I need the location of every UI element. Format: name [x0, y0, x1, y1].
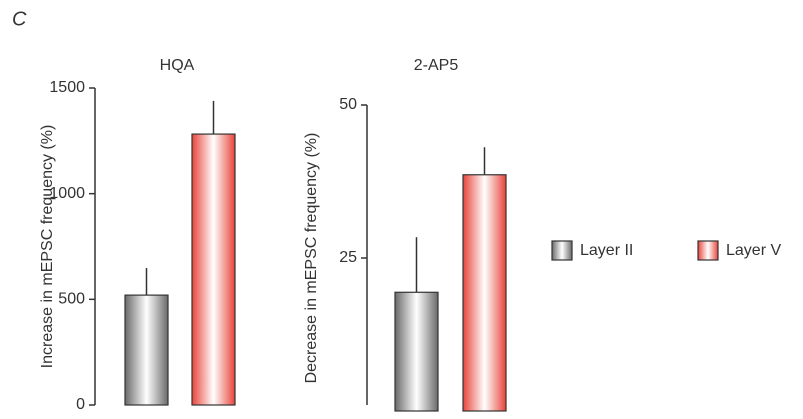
- chart-title: 2-AP5: [414, 57, 459, 74]
- legend-swatch: [551, 240, 573, 261]
- y-tick-label: 1000: [49, 185, 85, 202]
- legend-label: Layer V: [726, 242, 781, 259]
- y-tick-label: 500: [58, 291, 85, 308]
- y-tick-label: 0: [76, 396, 85, 413]
- y-axis-label: Decrease in mEPSC frequency (%): [303, 133, 320, 384]
- y-axis-label: Increase in mEPSC frequency (%): [39, 125, 56, 369]
- bar: [394, 291, 439, 412]
- y-tick-label: 50: [339, 96, 357, 113]
- bar: [124, 294, 169, 406]
- y-tick-label: 1500: [49, 79, 85, 96]
- panel-label: C: [12, 8, 27, 30]
- chart-title: HQA: [160, 57, 195, 74]
- bar: [191, 133, 236, 406]
- legend-label: Layer II: [580, 242, 633, 259]
- bar: [462, 174, 507, 412]
- y-tick-label: 25: [339, 249, 357, 266]
- legend-swatch: [697, 240, 719, 261]
